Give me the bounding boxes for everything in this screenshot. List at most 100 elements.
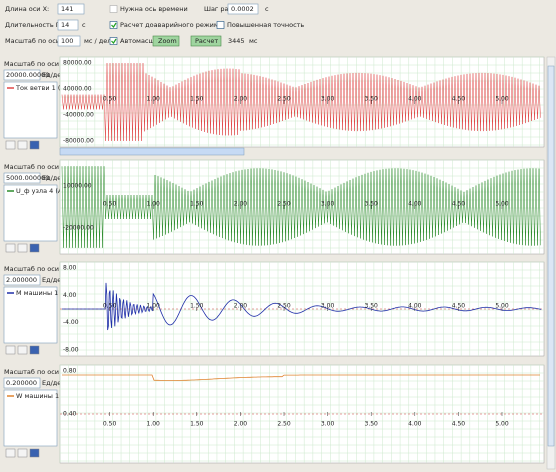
scale-label: Масштаб по оси Y: [4,163,66,171]
time-label: 2.00 [234,201,248,208]
scale-input[interactable] [3,69,41,81]
scale-unit: Ед/дел. [42,71,68,79]
y-label: -8.00 [63,347,79,354]
scale-label: Масштаб по оси Y: [4,368,66,376]
scale-input[interactable] [3,377,41,389]
time-label: 2.00 [234,421,248,428]
waveform [62,282,542,331]
time-label: 3.00 [321,201,335,208]
time-label: 3.50 [365,201,379,208]
label: 100 [61,37,73,45]
label: с [265,5,269,13]
checkbox[interactable] [109,21,118,29]
scale-input[interactable] [3,172,41,184]
panel: Масштаб по оси Y: 0.200000 Ед/дел. W машины… [3,364,545,464]
v-scrollbar-thumb[interactable] [547,65,555,447]
checkbox[interactable] [109,5,118,13]
time-label: 4.50 [452,96,466,103]
waveform [61,63,541,141]
input[interactable] [57,35,81,47]
calc-button[interactable] [190,35,222,47]
scale-unit: Ед/дел. [42,276,68,284]
time-label: 4.50 [452,421,466,428]
label: 14 [61,21,69,29]
check [111,38,117,44]
y-label: -40000.00 [63,112,94,119]
panel-button[interactable] [5,448,16,458]
time-label: 5.00 [495,96,509,103]
scale-label: Масштаб по оси Y: [4,265,66,273]
time-label: 1.50 [190,303,204,310]
panel-button[interactable] [5,345,16,355]
panel-button[interactable] [29,345,40,355]
time-label: 4.00 [408,201,422,208]
panel-button[interactable] [17,243,28,253]
scale-value: 20000.00000 [6,71,49,79]
time-label: 5.00 [495,303,509,310]
h-scrollbar[interactable] [59,147,245,156]
panel: Масштаб по оси Y: 2.000000 Ед/дел. М машины… [3,261,545,357]
panel-button[interactable] [29,140,40,150]
y-label: 0.40 [63,411,77,418]
time-label: 4.00 [408,303,422,310]
input[interactable] [227,3,259,15]
toolbar [0,0,556,56]
panel-button[interactable] [17,448,28,458]
y-label: -80000.00 [63,138,94,145]
time-label: 3.00 [321,96,335,103]
time-label: 0.50 [103,96,117,103]
legend-entry: U_ф узла 4 (А) [16,187,65,195]
time-label: 3.50 [365,303,379,310]
scale-unit: Ед/дел. [42,379,68,387]
legend-box [3,286,58,344]
zoom-button[interactable] [152,35,180,47]
time-label: 2.50 [277,421,291,428]
checkbox[interactable] [216,21,225,29]
label: Длительность ПП [5,21,66,29]
checkbox[interactable] [109,37,118,45]
time-label: 1.00 [147,303,161,310]
scale-label: Масштаб по оси Y: [4,60,66,68]
time-label: 2.00 [234,303,248,310]
legend-entry: М машины 1 [16,289,58,297]
time-label: 3.50 [365,96,379,103]
time-label: 2.50 [277,201,291,208]
time-label: 5.00 [495,201,509,208]
scale-unit: Ед/дел. [42,174,68,182]
check [111,22,117,28]
time-label: 1.00 [147,421,161,428]
legend-box [3,184,58,242]
scale-input[interactable] [3,274,41,286]
y-label: 40000.00 [63,86,92,93]
label: Нужна ось времени [120,5,188,13]
label: 0.0002 [231,5,254,13]
time-label: 2.50 [277,96,291,103]
time-label: 3.00 [321,421,335,428]
time-label: 4.50 [452,303,466,310]
panel-button[interactable] [29,243,40,253]
panel-button[interactable] [17,345,28,355]
time-label: 1.50 [190,201,204,208]
y-label: 0.80 [63,368,77,375]
scale-value: 5000.000000 [6,174,49,182]
label: Длина оси X: [5,5,49,13]
panel-button[interactable] [5,140,16,150]
input[interactable] [57,19,79,31]
y-label: 80000.00 [63,60,92,67]
panel-button[interactable] [29,448,40,458]
label: Расчет доаварийного режима. [120,21,225,29]
time-label: 3.50 [365,421,379,428]
label: Zoom [158,37,177,45]
input[interactable] [57,3,85,15]
time-label: 4.00 [408,96,422,103]
panel-button[interactable] [5,243,16,253]
time-label: 0.50 [103,421,117,428]
panel-button[interactable] [17,140,28,150]
label: с [82,21,86,29]
y-label: -20000.00 [63,225,94,232]
label: Повышенная точность [227,21,304,29]
time-label: 0.50 [103,201,117,208]
